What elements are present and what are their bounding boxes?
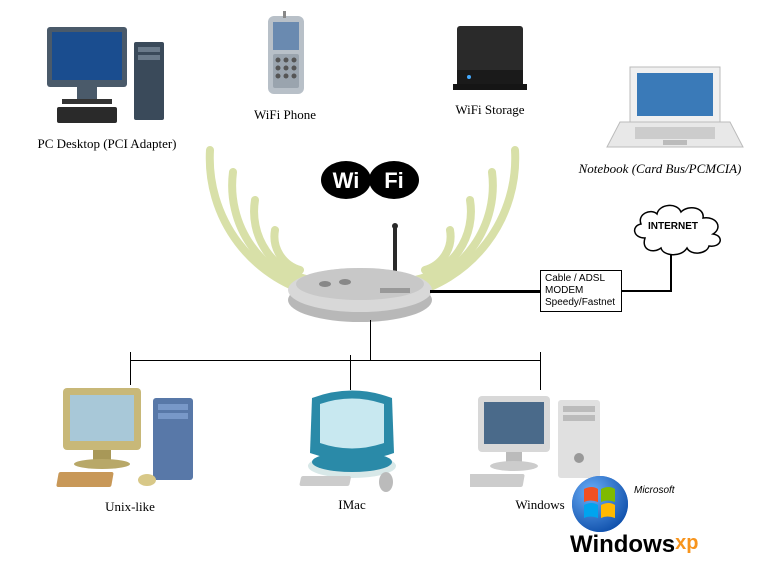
unix-icon [55,380,205,495]
notebook-label: Notebook (Card Bus/PCMCIA) [550,161,768,177]
winxp-flag-icon [570,475,630,533]
internet-label: INTERNET [648,221,698,232]
pc-desktop-label: PC Desktop (PCI Adapter) [32,136,182,152]
pc-desktop-icon [42,22,172,132]
imac-node: IMac [282,388,422,513]
wifi-phone-node: WiFi Phone [230,8,340,123]
router-node [285,222,445,327]
wifi-storage-label: WiFi Storage [430,102,550,118]
pc-desktop-node: PC Desktop (PCI Adapter) [32,22,182,152]
wifi-storage-icon [445,18,535,98]
modem-line1: Cable / ADSL [545,273,617,285]
line-modem-cloud-h [622,290,672,292]
modem-line2: MODEM [545,285,617,297]
router-icon [285,222,445,327]
wifi-phone-label: WiFi Phone [230,107,340,123]
modem-line3: Speedy/Fastnet [545,297,617,309]
drop-win [540,355,541,390]
unix-node: Unix-like [45,380,215,515]
wifi-storage-node: WiFi Storage [430,18,550,118]
notebook-icon [605,62,745,157]
imac-icon [292,388,412,493]
svg-text:Wi: Wi [333,168,360,193]
drop-imac [350,355,351,390]
notebook-node: Notebook (Card Bus/PCMCIA) [580,62,768,177]
trunk-h [130,360,540,361]
windows-xp-logo: Microsoft Windowsxp [570,475,760,557]
wifi-logo-icon: Wi Fi [320,158,420,202]
modem-box: Cable / ADSL MODEM Speedy/Fastnet [540,270,622,312]
line-router-modem [430,290,540,293]
wifi-phone-icon [250,8,320,103]
svg-text:Fi: Fi [384,168,404,193]
unix-label: Unix-like [45,499,215,515]
wifi-logo: Wi Fi Wi Fi [320,158,420,207]
winxp-xp: xp [675,532,698,554]
imac-label: IMac [282,497,422,513]
winxp-win: Windows [570,531,675,558]
trunk-down [370,320,371,360]
